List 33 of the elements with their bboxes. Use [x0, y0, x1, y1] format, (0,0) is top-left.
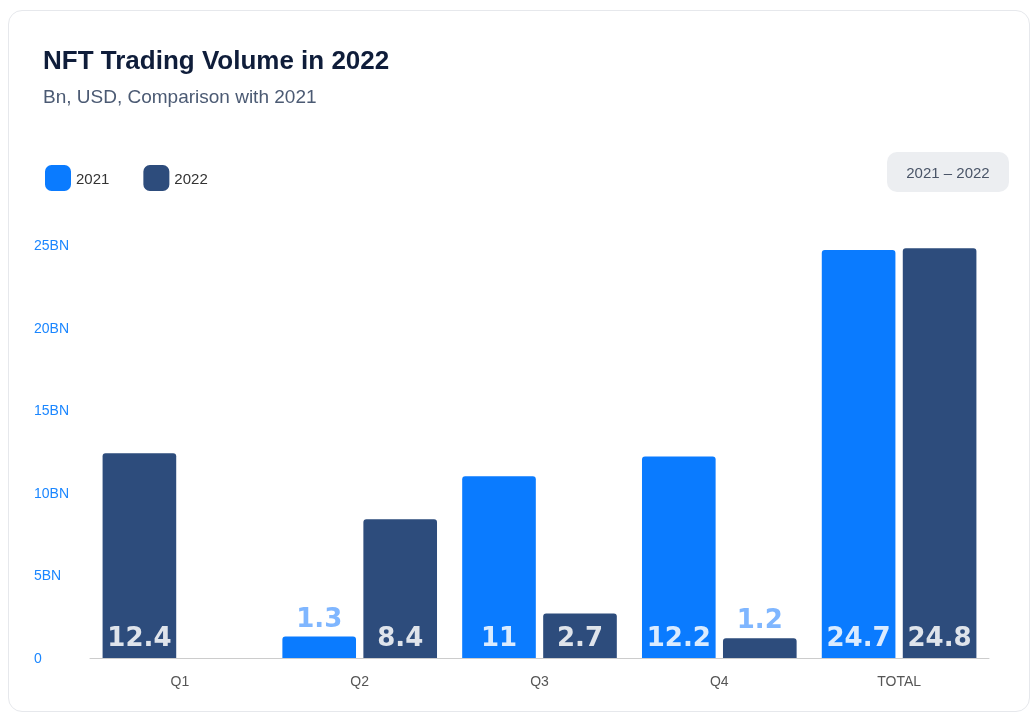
bar	[462, 476, 536, 658]
bar	[282, 636, 357, 658]
bar	[821, 249, 896, 658]
y-tick-label: 15BN	[34, 402, 70, 419]
data-label: 11	[480, 622, 518, 652]
y-tick-label: 20BN	[34, 319, 70, 336]
data-label: 2.7	[556, 622, 604, 652]
y-tick-label: 5BN	[34, 567, 62, 584]
x-tick-label: Q3	[530, 673, 550, 689]
bar	[722, 638, 797, 658]
chart-title: NFT Trading Volume in 2022	[43, 45, 390, 75]
data-label: 8.4	[377, 622, 424, 652]
chart-subtitle: Bn, USD, Comparison with 2021	[43, 86, 317, 107]
bar	[902, 248, 977, 658]
y-tick-label: 25BN	[34, 237, 70, 253]
data-label: 1.2	[736, 604, 783, 635]
legend-label: 2021	[76, 169, 110, 187]
legend-label: 2022	[174, 169, 208, 187]
bar	[363, 519, 438, 658]
y-tick-label: 0	[34, 650, 42, 666]
data-label: 12.2	[646, 622, 711, 652]
data-label: 24.7	[826, 622, 891, 652]
x-tick-label: Q2	[350, 673, 370, 689]
data-label: 1.3	[296, 602, 343, 633]
data-label: 12.4	[107, 622, 172, 652]
x-tick-label: TOTAL	[877, 673, 922, 689]
data-label: 24.8	[907, 622, 972, 652]
bar	[641, 456, 716, 658]
x-tick-label: Q4	[709, 673, 729, 689]
x-tick-label: Q1	[170, 673, 190, 689]
y-tick-label: 10BN	[34, 484, 70, 501]
range-button: 2021 – 2022	[887, 152, 1009, 192]
bar	[543, 613, 617, 658]
